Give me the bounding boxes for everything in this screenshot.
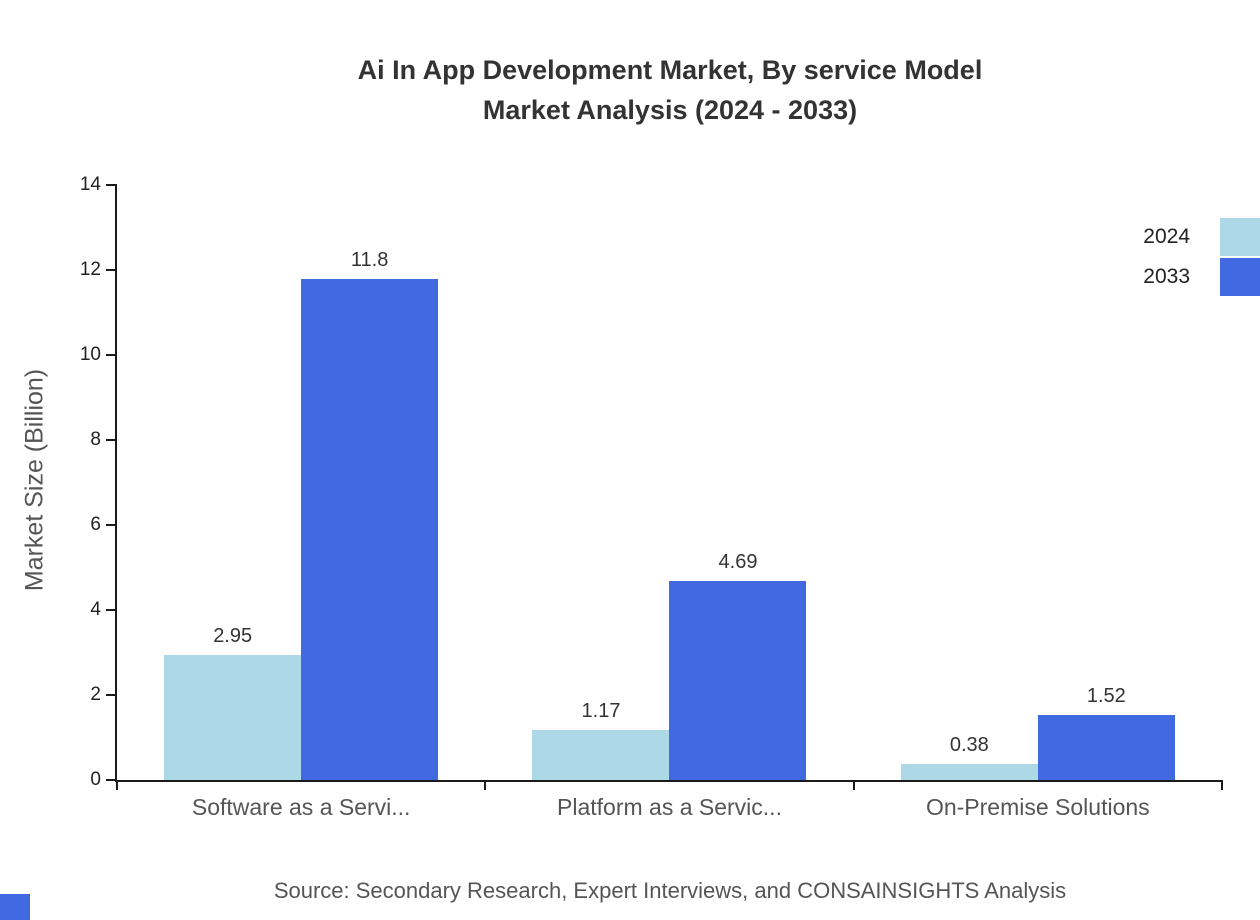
y-tick-label: 8 <box>90 429 101 450</box>
y-tick-mark <box>106 354 117 356</box>
bar-value-label: 2.95 <box>213 624 253 647</box>
y-tick-mark <box>106 269 117 271</box>
brand-mark <box>0 894 30 920</box>
bar-column: 0.38 <box>900 733 1038 780</box>
bar-2033-0 <box>301 278 439 780</box>
y-tick-mark <box>106 524 117 526</box>
y-tick-mark <box>106 439 117 441</box>
x-tick-mark <box>116 780 118 790</box>
bar-value-label: 11.8 <box>350 248 389 271</box>
bar-value-label: 4.69 <box>718 550 758 573</box>
bar-column: 1.17 <box>532 700 670 780</box>
legend-swatch <box>1220 218 1260 256</box>
bar-column: 11.8 <box>301 248 439 780</box>
source-text: Source: Secondary Research, Expert Inter… <box>273 878 1067 903</box>
x-tick-mark <box>852 780 855 790</box>
bar-value-label: 0.38 <box>949 733 989 756</box>
plot-area: 0 2 4 6 8 10 12 14 2.95 11.8 Software as a Servi..… <box>80 174 1223 820</box>
legend-item-2024: 2024 <box>1143 218 1260 256</box>
chart-title: Ai In App Development Market, By service… <box>80 50 1260 130</box>
bar-2024-2 <box>900 763 1038 780</box>
bar-column: 1.52 <box>1037 685 1175 780</box>
bar-2033-2 <box>1037 715 1175 780</box>
chart-title-line1: Ai In App Development Market, By service… <box>357 55 983 85</box>
y-tick-mark <box>106 694 117 696</box>
bar-2033-1 <box>669 580 807 780</box>
y-tick-mark <box>106 184 117 186</box>
x-tick-mark <box>1221 780 1223 790</box>
legend-item-2033: 2033 <box>1143 258 1260 296</box>
bar-group: 0.38 1.52 <box>854 185 1222 780</box>
y-tick-label: 14 <box>79 174 101 195</box>
x-category-label: Platform as a Servic... <box>557 794 782 820</box>
x-tick-mark <box>484 780 487 790</box>
bar-value-label: 1.52 <box>1086 685 1126 708</box>
bar-2024-0 <box>164 654 302 780</box>
bar-group: 2.95 11.8 <box>117 185 485 780</box>
y-tick-label: 12 <box>79 259 101 280</box>
bar-2024-1 <box>532 730 670 780</box>
legend-swatch <box>1220 258 1260 296</box>
bar-column: 2.95 <box>164 624 302 780</box>
bar-column: 4.69 <box>669 550 807 780</box>
x-category-label: Software as a Servi... <box>191 794 411 820</box>
legend-label: 2033 <box>1143 265 1190 288</box>
y-tick-label: 6 <box>90 514 101 535</box>
y-tick-label: 2 <box>90 684 101 705</box>
y-tick-label: 0 <box>90 769 101 790</box>
y-tick-label: 4 <box>90 599 101 620</box>
y-tick-mark <box>106 609 117 611</box>
y-tick-label: 10 <box>79 344 101 365</box>
y-axis-title: Market Size (Billion) <box>20 368 49 592</box>
y-tick-mark <box>106 779 117 781</box>
chart-title-line2: Market Analysis (2024 - 2033) <box>482 95 858 125</box>
legend: 2024 2033 <box>1143 218 1260 298</box>
x-category-label: On-Premise Solutions <box>925 794 1150 820</box>
bar-group: 1.17 4.69 <box>485 185 853 780</box>
legend-label: 2024 <box>1143 225 1190 248</box>
bar-value-label: 1.17 <box>581 700 621 723</box>
